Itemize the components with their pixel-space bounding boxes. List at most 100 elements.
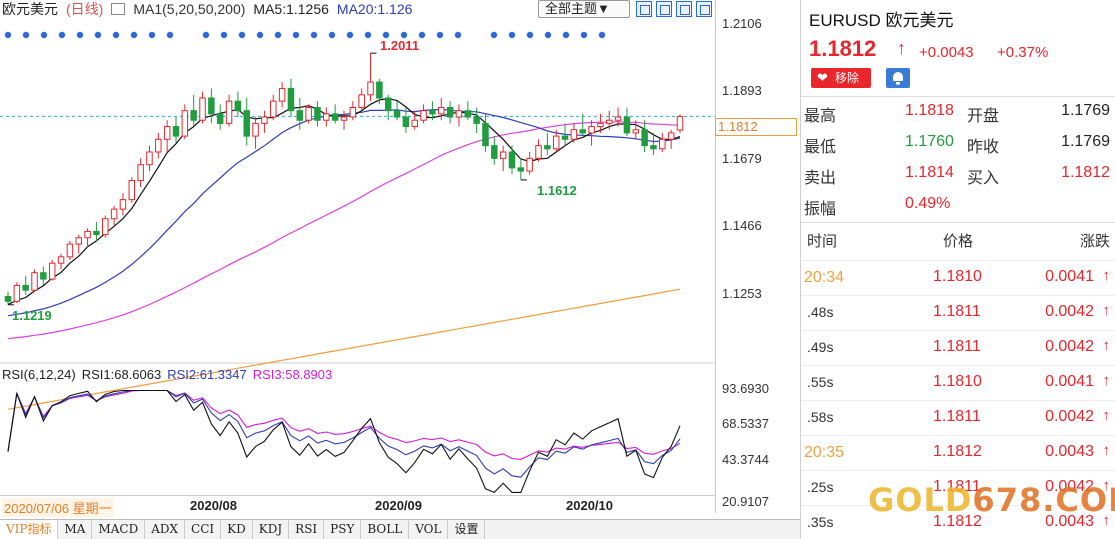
stats-k1: 卖出	[804, 170, 837, 187]
candle-body	[4, 296, 12, 302]
candle-body	[48, 262, 56, 280]
candle-body	[429, 110, 436, 115]
signal-dot	[76, 31, 84, 39]
rsi2-value: RSI2:61.3347	[167, 367, 247, 382]
indicator-tab[interactable]: KDJ	[253, 520, 290, 539]
tick-time: .35s	[807, 514, 834, 530]
candle-body	[667, 132, 675, 140]
stats-v2: 1.1769	[1061, 133, 1110, 150]
indicator-tab[interactable]: CCI	[185, 520, 222, 539]
ma-chart-icon[interactable]	[111, 3, 126, 15]
candle-body	[544, 145, 551, 150]
split-view-icon[interactable]	[656, 1, 672, 17]
candle-body	[650, 145, 657, 150]
indicator-tab[interactable]: KD	[221, 520, 253, 539]
period-label[interactable]: (日线)	[66, 1, 104, 17]
candle-body	[367, 81, 374, 96]
tick-row: 20:34 1.1810 0.0041 ↑	[801, 260, 1115, 294]
indicator-tab[interactable]: RSI	[289, 520, 325, 539]
bell-icon[interactable]	[886, 68, 910, 88]
tick-time: .58s	[807, 409, 834, 425]
indicator-tab[interactable]: PSY	[324, 520, 362, 539]
stats-v1: 1.1760	[905, 133, 954, 150]
candle-body	[552, 135, 560, 150]
signal-dot	[364, 31, 372, 39]
quote-panel: EURUSD 欧元美元 1.1812 ↑ +0.0043 +0.37% ❤ 移除 …	[800, 0, 1115, 539]
candle-body	[66, 243, 74, 258]
signal-dot	[202, 31, 210, 39]
candle-body	[119, 199, 127, 210]
rsi2-line	[7, 389, 681, 478]
candle-body	[270, 100, 277, 118]
layout-icon[interactable]	[676, 1, 692, 17]
rsi-tick: 68.5337	[722, 416, 769, 431]
candle-body	[517, 167, 525, 172]
indicator-tab[interactable]: MACD	[92, 520, 146, 539]
candle-body	[659, 138, 666, 150]
tick-row: .55s 1.1810 0.0041 ↑	[801, 365, 1115, 399]
candle-body	[455, 110, 463, 118]
indicator-tab[interactable]: VIP指标	[0, 520, 59, 539]
theme-select-button[interactable]: 全部主题▼	[538, 0, 630, 18]
remove-label: 移除	[835, 71, 860, 85]
indicator-tab[interactable]: MA	[58, 520, 93, 539]
candle-body	[464, 110, 472, 118]
tick-change: 0.0043	[1045, 443, 1094, 460]
candle-body	[172, 126, 180, 137]
stats-v1: 1.1818	[905, 102, 954, 119]
candle-body	[323, 113, 330, 121]
candle-body	[491, 145, 498, 159]
ma-params: MA1(5,20,50,200)	[133, 1, 246, 17]
high-mark-label: 1.2011	[380, 38, 420, 53]
indicator-tab[interactable]: VOL	[409, 520, 449, 539]
up-arrow-icon: ↑	[1102, 442, 1111, 459]
tick-time: 20:35	[804, 444, 845, 461]
candle-body	[641, 129, 648, 147]
tick-change: 0.0042	[1045, 408, 1094, 425]
candlestick-chart[interactable]	[0, 0, 715, 495]
stats-v2: 1.1812	[1061, 164, 1110, 181]
tick-time: .48s	[807, 304, 834, 320]
tick-row: .49s 1.1811 0.0042 ↑	[801, 330, 1115, 364]
signal-dot	[22, 31, 30, 39]
price-change-percent: +0.37%	[997, 44, 1049, 61]
signal-dot	[112, 31, 120, 39]
signal-dot	[508, 31, 516, 39]
kline-chart-panel[interactable]: 欧元美元 (日线) MA1(5,20,50,200) MA5:1.1256 MA…	[0, 0, 800, 539]
remove-watchlist-button[interactable]: ❤ 移除	[811, 68, 871, 88]
candle-body	[102, 218, 109, 236]
signal-dot	[454, 31, 462, 39]
candle-body	[482, 122, 489, 147]
fullscreen-icon[interactable]	[636, 1, 652, 17]
ma50-line	[7, 121, 681, 340]
stats-k2: 开盘	[967, 108, 1000, 125]
candle-body	[110, 208, 118, 220]
candle-body	[57, 256, 65, 264]
candle-body	[402, 116, 410, 128]
stats-k1: 最高	[804, 108, 837, 125]
candle-body	[393, 110, 401, 118]
indicator-tab[interactable]: ADX	[145, 520, 186, 539]
candle-body	[614, 116, 622, 121]
date-axis: 2020/07/06 星期一 2020/08 2020/09 2020/10	[0, 495, 715, 517]
candle-body	[31, 272, 38, 291]
indicator-tab[interactable]: BOLL	[361, 520, 410, 539]
up-arrow-icon: ↑	[1102, 267, 1111, 284]
signal-dot	[544, 31, 552, 39]
window-icon[interactable]	[696, 1, 712, 17]
date-tick: 2020/09	[375, 498, 422, 513]
candle-body	[305, 107, 312, 121]
candle-body	[473, 116, 480, 124]
signal-dot	[436, 31, 444, 39]
signal-dot	[382, 31, 390, 39]
indicator-tab[interactable]: 设置	[448, 520, 486, 539]
candle-body	[597, 122, 604, 128]
tick-row: .58s 1.1811 0.0042 ↑	[801, 400, 1115, 434]
signal-dot	[490, 31, 498, 39]
tick-time: .25s	[807, 479, 834, 495]
signal-dot	[130, 31, 138, 39]
candle-body	[13, 284, 21, 302]
watermark-part2: 678.COM	[972, 481, 1115, 519]
tick-price: 1.1812	[933, 443, 982, 460]
signal-dot	[598, 31, 606, 39]
